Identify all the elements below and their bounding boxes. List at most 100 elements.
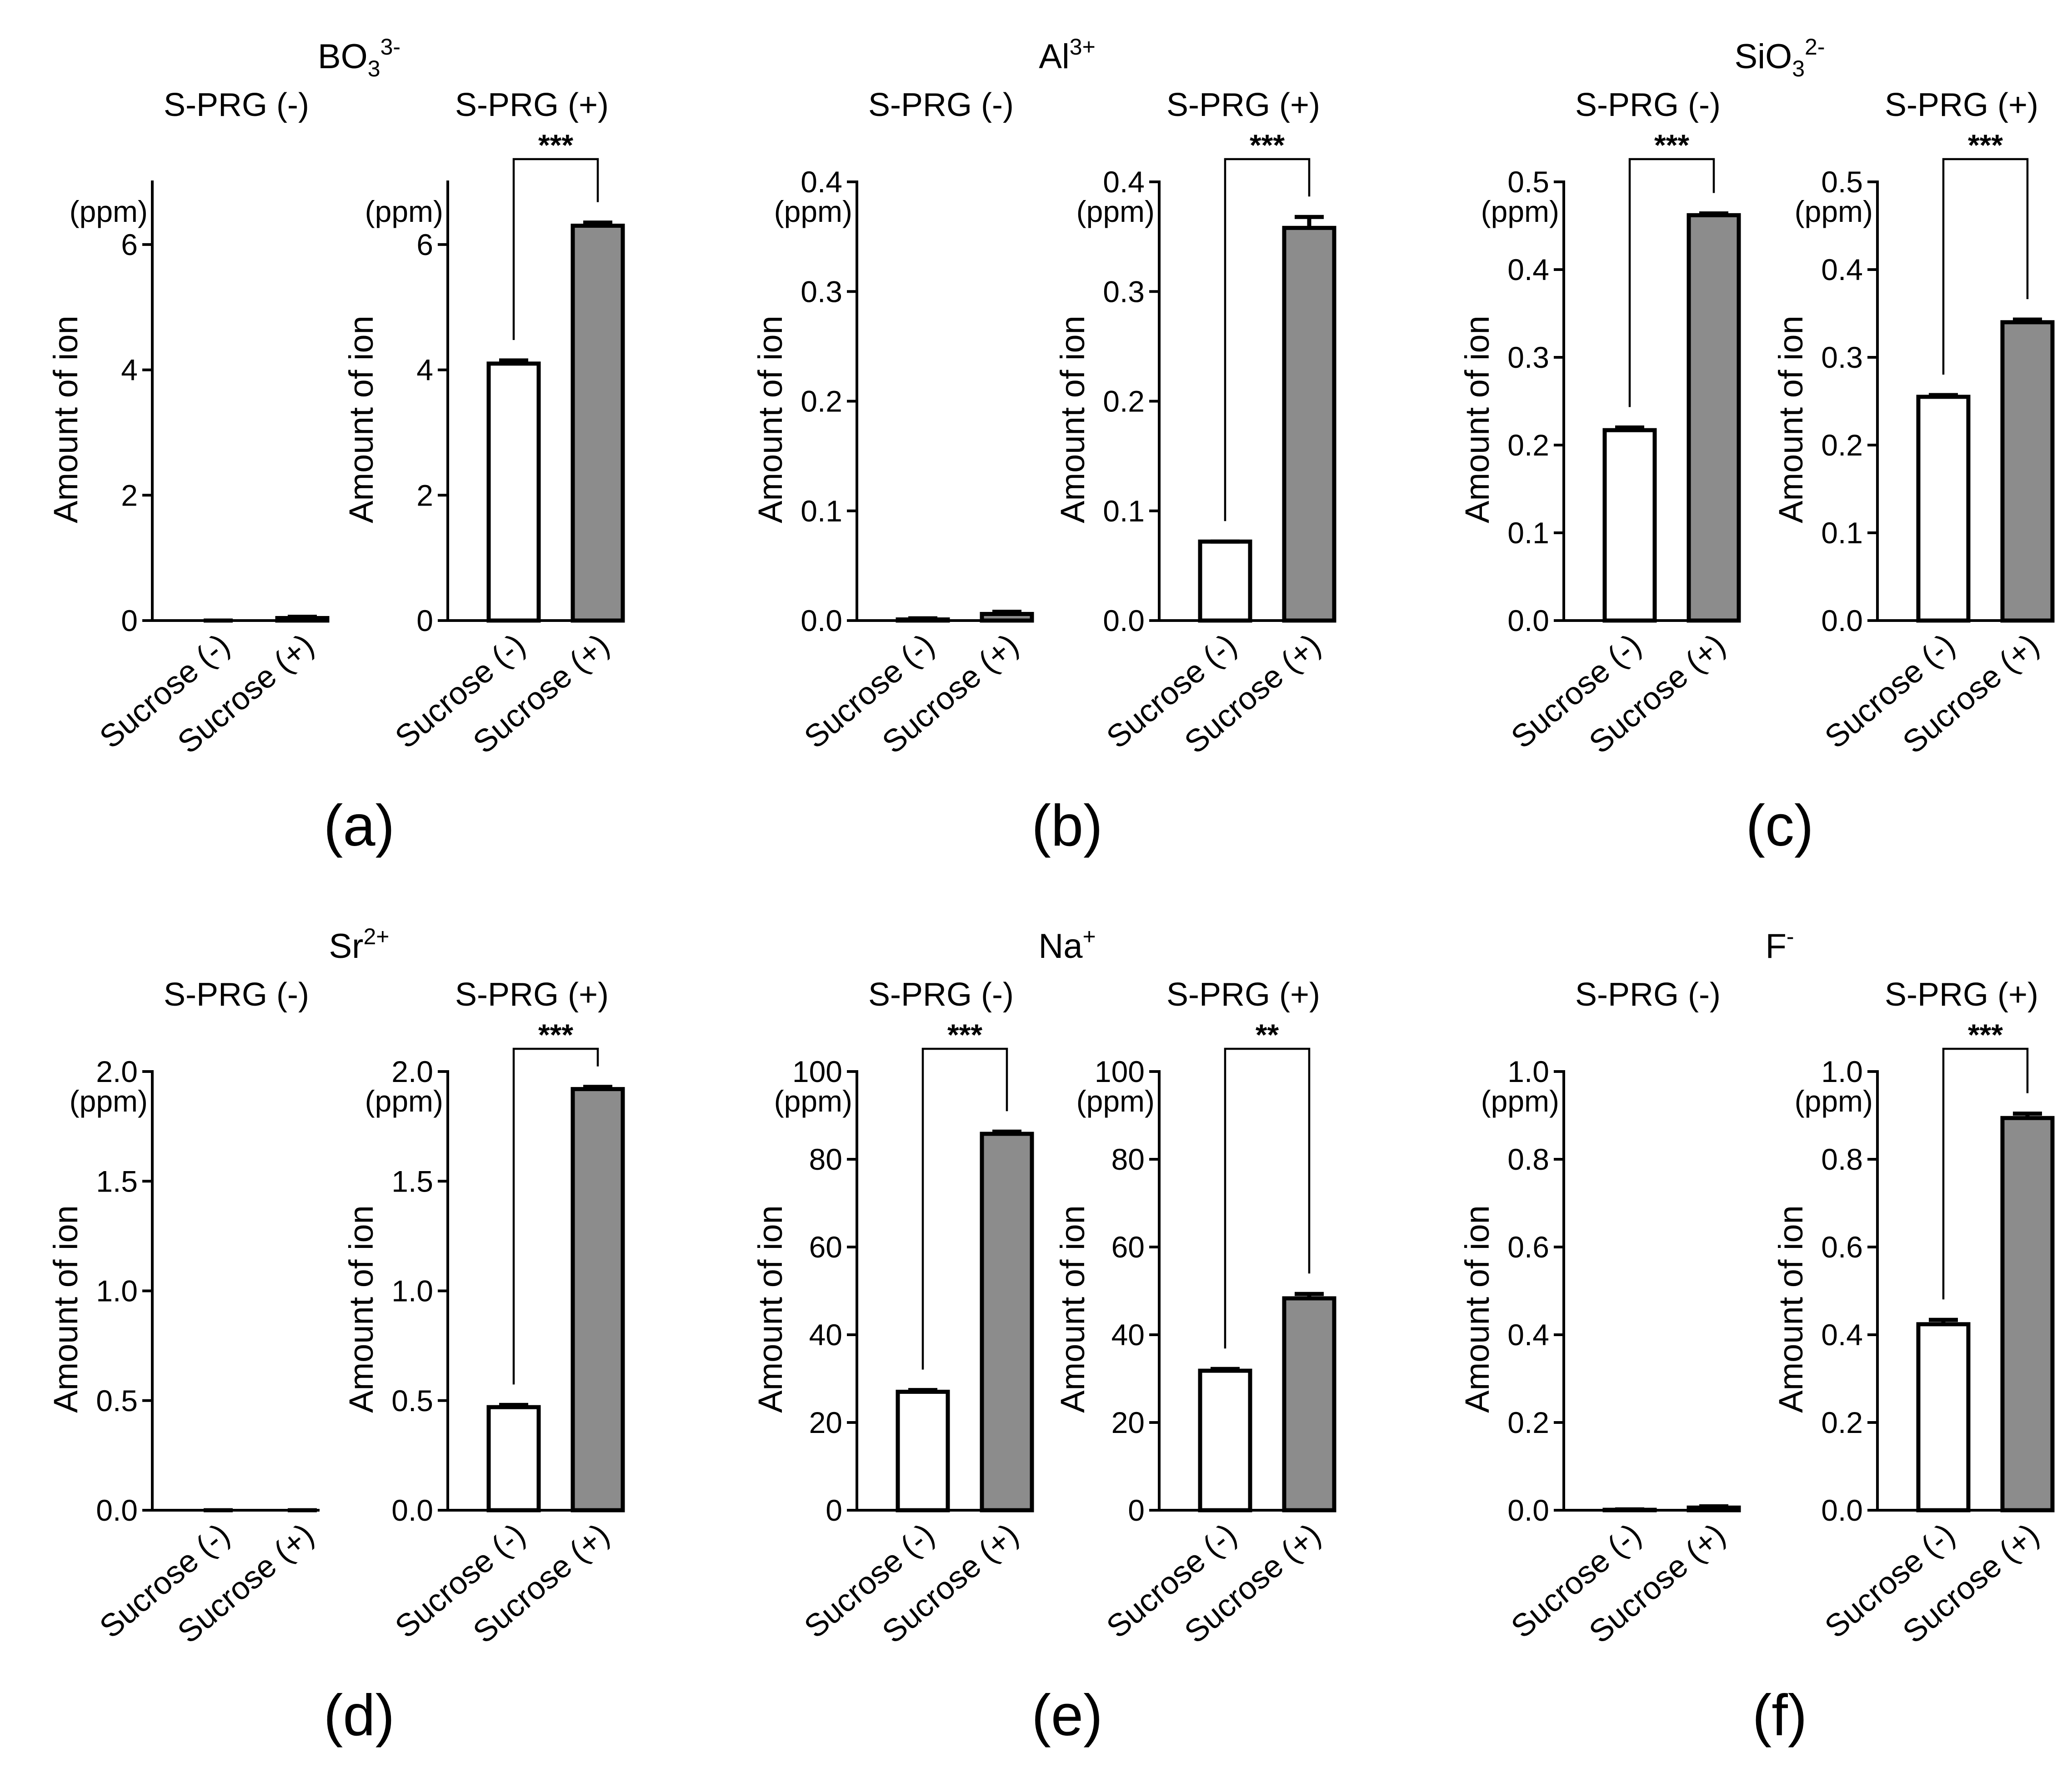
subplot-sprg-minus: S-PRG (-) 0.0 0.5 1.0 1.5 2.0(ppm) Amount of i… <box>47 977 320 1650</box>
bar-sucrose-minus <box>1916 395 1971 623</box>
ion-charge: 2+ <box>363 924 389 949</box>
significance-stars: *** <box>1968 1018 2003 1052</box>
y-axis-title: Amount of ion <box>47 316 85 523</box>
y-tick-label: 0.4 <box>1507 253 1549 286</box>
y-tick-label: 0.1 <box>1103 494 1145 528</box>
significance-stars: ** <box>1256 1018 1279 1052</box>
y-tick-label: 0.8 <box>1821 1142 1863 1176</box>
ion-title: Sr2+ <box>329 924 389 966</box>
bar-sucrose-plus <box>1687 213 1741 623</box>
error-bar <box>1295 215 1324 228</box>
y-tick-label: 0.2 <box>1821 428 1863 462</box>
y-unit-label: (ppm) <box>1481 195 1559 228</box>
y-unit-label: (ppm) <box>1481 1084 1559 1118</box>
ion-charge: 2- <box>1805 34 1825 60</box>
error-bar <box>288 615 317 619</box>
y-tick-label: 0.2 <box>1103 385 1145 418</box>
y-axis-title: Amount of ion <box>1054 1205 1091 1413</box>
y-tick-label: 0.5 <box>96 1384 138 1417</box>
y-tick-label: 6 <box>121 228 138 261</box>
y-unit-label: (ppm) <box>70 1084 148 1118</box>
significance-bracket <box>1942 158 2029 375</box>
y-tick-label: 0 <box>121 604 138 637</box>
y-tick-label: 60 <box>1111 1230 1145 1264</box>
panel-f: F-(f)S-PRG (-)0.00.20.40.60.81.0(ppm)Amo… <box>1458 924 2055 1748</box>
y-unit-label: (ppm) <box>774 1084 852 1118</box>
y-axis-title: Amount of ion <box>342 316 380 523</box>
significance-bracket <box>921 1047 1008 1370</box>
ion-symbol: Na <box>1038 927 1083 966</box>
bar-sucrose-minus <box>486 361 541 623</box>
error-bar <box>992 1129 1021 1134</box>
error-bar <box>1615 425 1644 431</box>
subplot-title: S-PRG (-) <box>868 87 1014 123</box>
ion-subscript: 3 <box>368 56 380 81</box>
bar-sucrose-plus <box>980 1132 1034 1513</box>
y-tick-label: 0.1 <box>1821 516 1863 550</box>
bar-sucrose-plus <box>571 1087 625 1513</box>
bar-sucrose-minus <box>1602 428 1657 623</box>
y-tick-label: 60 <box>809 1230 842 1264</box>
subplot-title: S-PRG (-) <box>868 977 1014 1013</box>
y-tick-label: 0.2 <box>801 385 842 418</box>
y-tick-label: 0.0 <box>1507 604 1549 637</box>
y-tick-label: 0.3 <box>1103 275 1145 308</box>
y-tick-label: 100 <box>792 1055 842 1088</box>
ion-symbol: SiO <box>1735 37 1792 76</box>
y-tick-label: 0.3 <box>1507 341 1549 374</box>
ion-charge: + <box>1082 924 1096 949</box>
error-bar <box>2013 1112 2042 1118</box>
y-tick-label: 0.1 <box>801 494 842 528</box>
error-bar <box>499 1402 528 1407</box>
y-tick-label: 2 <box>416 478 433 512</box>
y-unit-label: (ppm) <box>1076 195 1155 228</box>
y-tick-label: 20 <box>809 1406 842 1439</box>
bar-sucrose-minus <box>486 1405 541 1513</box>
y-tick-label: 0.0 <box>96 1493 138 1527</box>
y-tick-label: 0 <box>1128 1493 1145 1527</box>
y-tick-label: 0.6 <box>1507 1230 1549 1264</box>
subplot-title: S-PRG (-) <box>164 87 309 123</box>
subplot-title: S-PRG (+) <box>1885 87 2038 123</box>
y-tick-label: 1.0 <box>1507 1055 1549 1088</box>
error-bar <box>1615 1507 1644 1512</box>
y-tick-label: 0.2 <box>1507 428 1549 462</box>
subplot-title: S-PRG (+) <box>455 87 609 123</box>
significance-stars: *** <box>1654 128 1689 162</box>
subplot-sprg-minus: S-PRG (-) 0.0 0.2 0.4 0.6 0.8 1.0(ppm) Amount o… <box>1458 977 1741 1650</box>
error-bar <box>1295 1292 1324 1298</box>
bar-sucrose-plus <box>571 224 625 623</box>
ion-symbol: BO <box>318 37 368 76</box>
y-tick-label: 0.4 <box>801 165 842 199</box>
ion-title: Na+ <box>1038 924 1096 966</box>
panel-b: Al3+(b)S-PRG (-)0.00.10.20.30.4(ppm)Amou… <box>751 34 1336 858</box>
significance-bracket <box>1224 158 1311 521</box>
error-bar <box>1929 1317 1958 1324</box>
y-tick-label: 0 <box>416 604 433 637</box>
significance-stars: *** <box>1250 128 1285 162</box>
y-tick-label: 0.2 <box>1507 1406 1549 1439</box>
y-tick-label: 0.5 <box>391 1384 433 1417</box>
y-tick-label: 4 <box>416 353 433 387</box>
y-axis-title: Amount of ion <box>1458 1205 1496 1413</box>
y-tick-label: 0.6 <box>1821 1230 1863 1264</box>
panel-label: (d) <box>324 1683 395 1748</box>
significance-stars: *** <box>947 1018 982 1052</box>
subplot-title: S-PRG (-) <box>164 977 309 1013</box>
error-bar <box>2013 317 2042 322</box>
y-tick-label: 4 <box>121 353 138 387</box>
ion-charge: 3- <box>380 34 400 60</box>
panel-d: Sr2+(d)S-PRG (-)0.00.51.01.52.0(ppm)Amou… <box>47 924 625 1748</box>
y-tick-label: 0.5 <box>1507 165 1549 199</box>
y-tick-label: 0.8 <box>1507 1142 1549 1176</box>
y-tick-label: 0.3 <box>801 275 842 308</box>
y-tick-label: 40 <box>809 1318 842 1352</box>
significance-bracket <box>1224 1047 1311 1349</box>
bar-sucrose-plus <box>2000 320 2055 623</box>
y-tick-label: 2 <box>121 478 138 512</box>
error-bar <box>583 1085 612 1089</box>
